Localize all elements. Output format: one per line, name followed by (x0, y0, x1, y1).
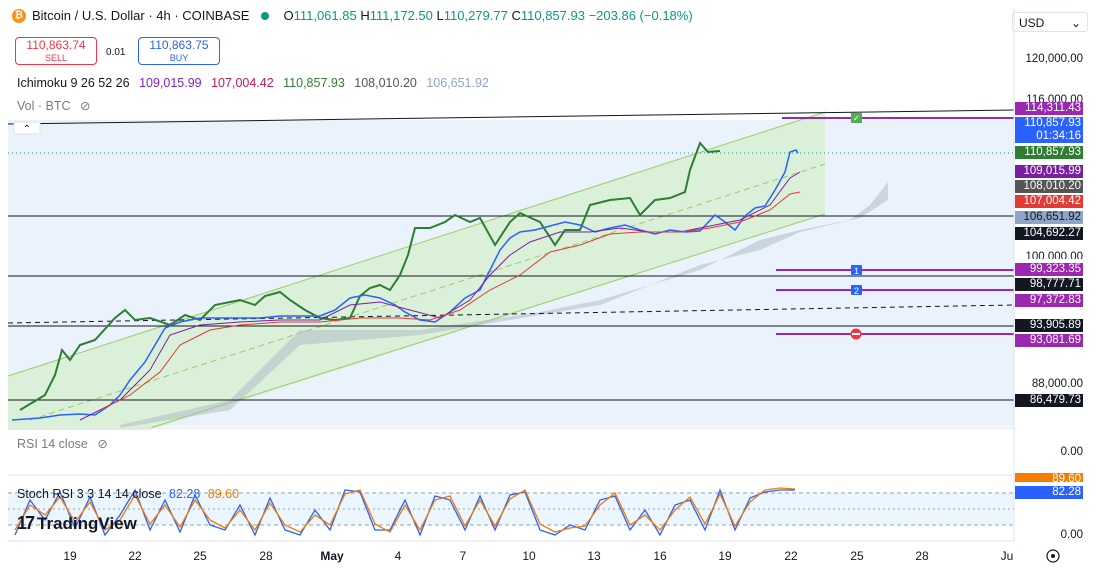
time-tick: 19 (718, 549, 732, 563)
time-tick: 22 (128, 549, 142, 563)
target-check-marker (851, 113, 862, 123)
market-open-icon (261, 11, 270, 20)
svg-text:✓: ✓ (853, 114, 861, 124)
ichimoku-kijun (99, 191, 801, 411)
currency-select[interactable]: USD ⌄ (1012, 12, 1088, 32)
price-label-level: 93,905.89 (1015, 319, 1083, 332)
price-label-tenkan: 109,015.99 (1015, 165, 1083, 178)
sell-button[interactable]: 110,863.74 SELL (15, 37, 97, 65)
time-tick: 19 (63, 549, 77, 563)
time-tick: 10 (522, 549, 536, 563)
time-tick: 22 (784, 549, 798, 563)
price-tick: 120,000.00 (1025, 53, 1083, 65)
chevron-down-icon: ⌄ (1070, 16, 1081, 30)
volume-legend[interactable]: Vol · BTC ⊘ (17, 99, 91, 113)
settings-gear-icon (1046, 549, 1060, 563)
price-label-last: 110,857.93 (1015, 117, 1083, 130)
buy-button[interactable]: 110,863.75 BUY (138, 37, 220, 65)
price-label-entry1: 99,323.35 (1015, 263, 1083, 276)
bar-countdown: 01:34:16 (1015, 130, 1083, 143)
price-tick: 116,000.00 (1026, 94, 1083, 102)
price-line (11, 149, 799, 421)
stoch-tick: 0.00 (1060, 529, 1083, 541)
entry-1-marker (851, 265, 862, 275)
time-tick: May (320, 549, 344, 563)
channel-upper-line (7, 111, 826, 377)
rsi-tick: 0.00 (1060, 446, 1083, 458)
time-tick: 28 (915, 549, 929, 563)
svg-text:⌃: ⌃ (23, 124, 31, 135)
eye-hidden-icon[interactable]: ⊘ (97, 437, 108, 451)
price-label-kijun: 107,004.42 (1015, 195, 1083, 208)
ichimoku-lagging-span (19, 141, 721, 411)
trendline-top (7, 109, 1015, 125)
stoch-rsi-legend[interactable]: Stoch RSI 3 3 14 14 close 82.28 89.60 (17, 487, 240, 501)
tradingview-logo[interactable]: 17 TradingView (17, 513, 137, 533)
price-label-level: 86,479.73 (1015, 394, 1083, 407)
regression-channel (8, 112, 825, 430)
collapse-button (13, 121, 41, 135)
rsi-legend[interactable]: RSI 14 close ⊘ (17, 437, 108, 451)
entry-2-marker-label: 2 (854, 286, 859, 296)
time-tick: 4 (394, 549, 402, 563)
time-tick: 13 (587, 549, 601, 563)
ichimoku-tenkan (79, 171, 801, 421)
time-tick: 16 (653, 549, 667, 563)
bitcoin-icon: ₿ (12, 8, 26, 23)
eye-hidden-icon[interactable]: ⊘ (79, 99, 91, 113)
time-tick: Ju (1000, 549, 1014, 563)
price-label-lagging: 110,857.93 (1015, 146, 1083, 159)
level-dashed (7, 304, 1015, 324)
price-label-entry2: 97,372.83 (1015, 294, 1083, 307)
stoch-k-line (14, 488, 795, 537)
price-label-level: 104,692.27 (1015, 227, 1083, 240)
entry-1-marker-label: 1 (854, 266, 859, 276)
time-tick: 25 (850, 549, 864, 563)
price-tick: 100,000.00 (1025, 251, 1083, 259)
price-label-stop: 93,081.69 (1015, 334, 1083, 347)
time-tick: 28 (259, 549, 273, 563)
price-label-spana: 106,651.92 (1015, 211, 1083, 224)
chart-header: ₿ Bitcoin / U.S. Dollar · 4h · COINBASE … (12, 8, 693, 23)
stoch-d-line (14, 487, 796, 533)
price-label-spanb: 108,010.20 (1015, 180, 1083, 193)
entry-2-marker (851, 285, 862, 295)
price-change: −203.86 (−0.18%) (588, 8, 693, 23)
stoch-d-label: 89.60 (1015, 473, 1083, 482)
price-label-level: 98,777.71 (1015, 278, 1083, 291)
price-label-target: 114,311.43 (1015, 102, 1083, 115)
stoch-k-label: 82.28 (1015, 486, 1083, 499)
ohlc-readout: O111,061.85 H111,172.50 L110,279.77 C110… (283, 8, 693, 23)
ichimoku-legend[interactable]: Ichimoku 9 26 52 26 109,015.99 107,004.4… (17, 76, 489, 90)
symbol-title[interactable]: Bitcoin / U.S. Dollar · 4h · COINBASE (32, 8, 250, 23)
time-tick: 7 (459, 549, 467, 563)
spread-value: 0.01 (106, 47, 126, 58)
time-tick: 25 (193, 549, 207, 563)
tradingview-logo-icon: 17 (17, 513, 35, 533)
price-tick: 88,000.00 (1031, 378, 1083, 390)
